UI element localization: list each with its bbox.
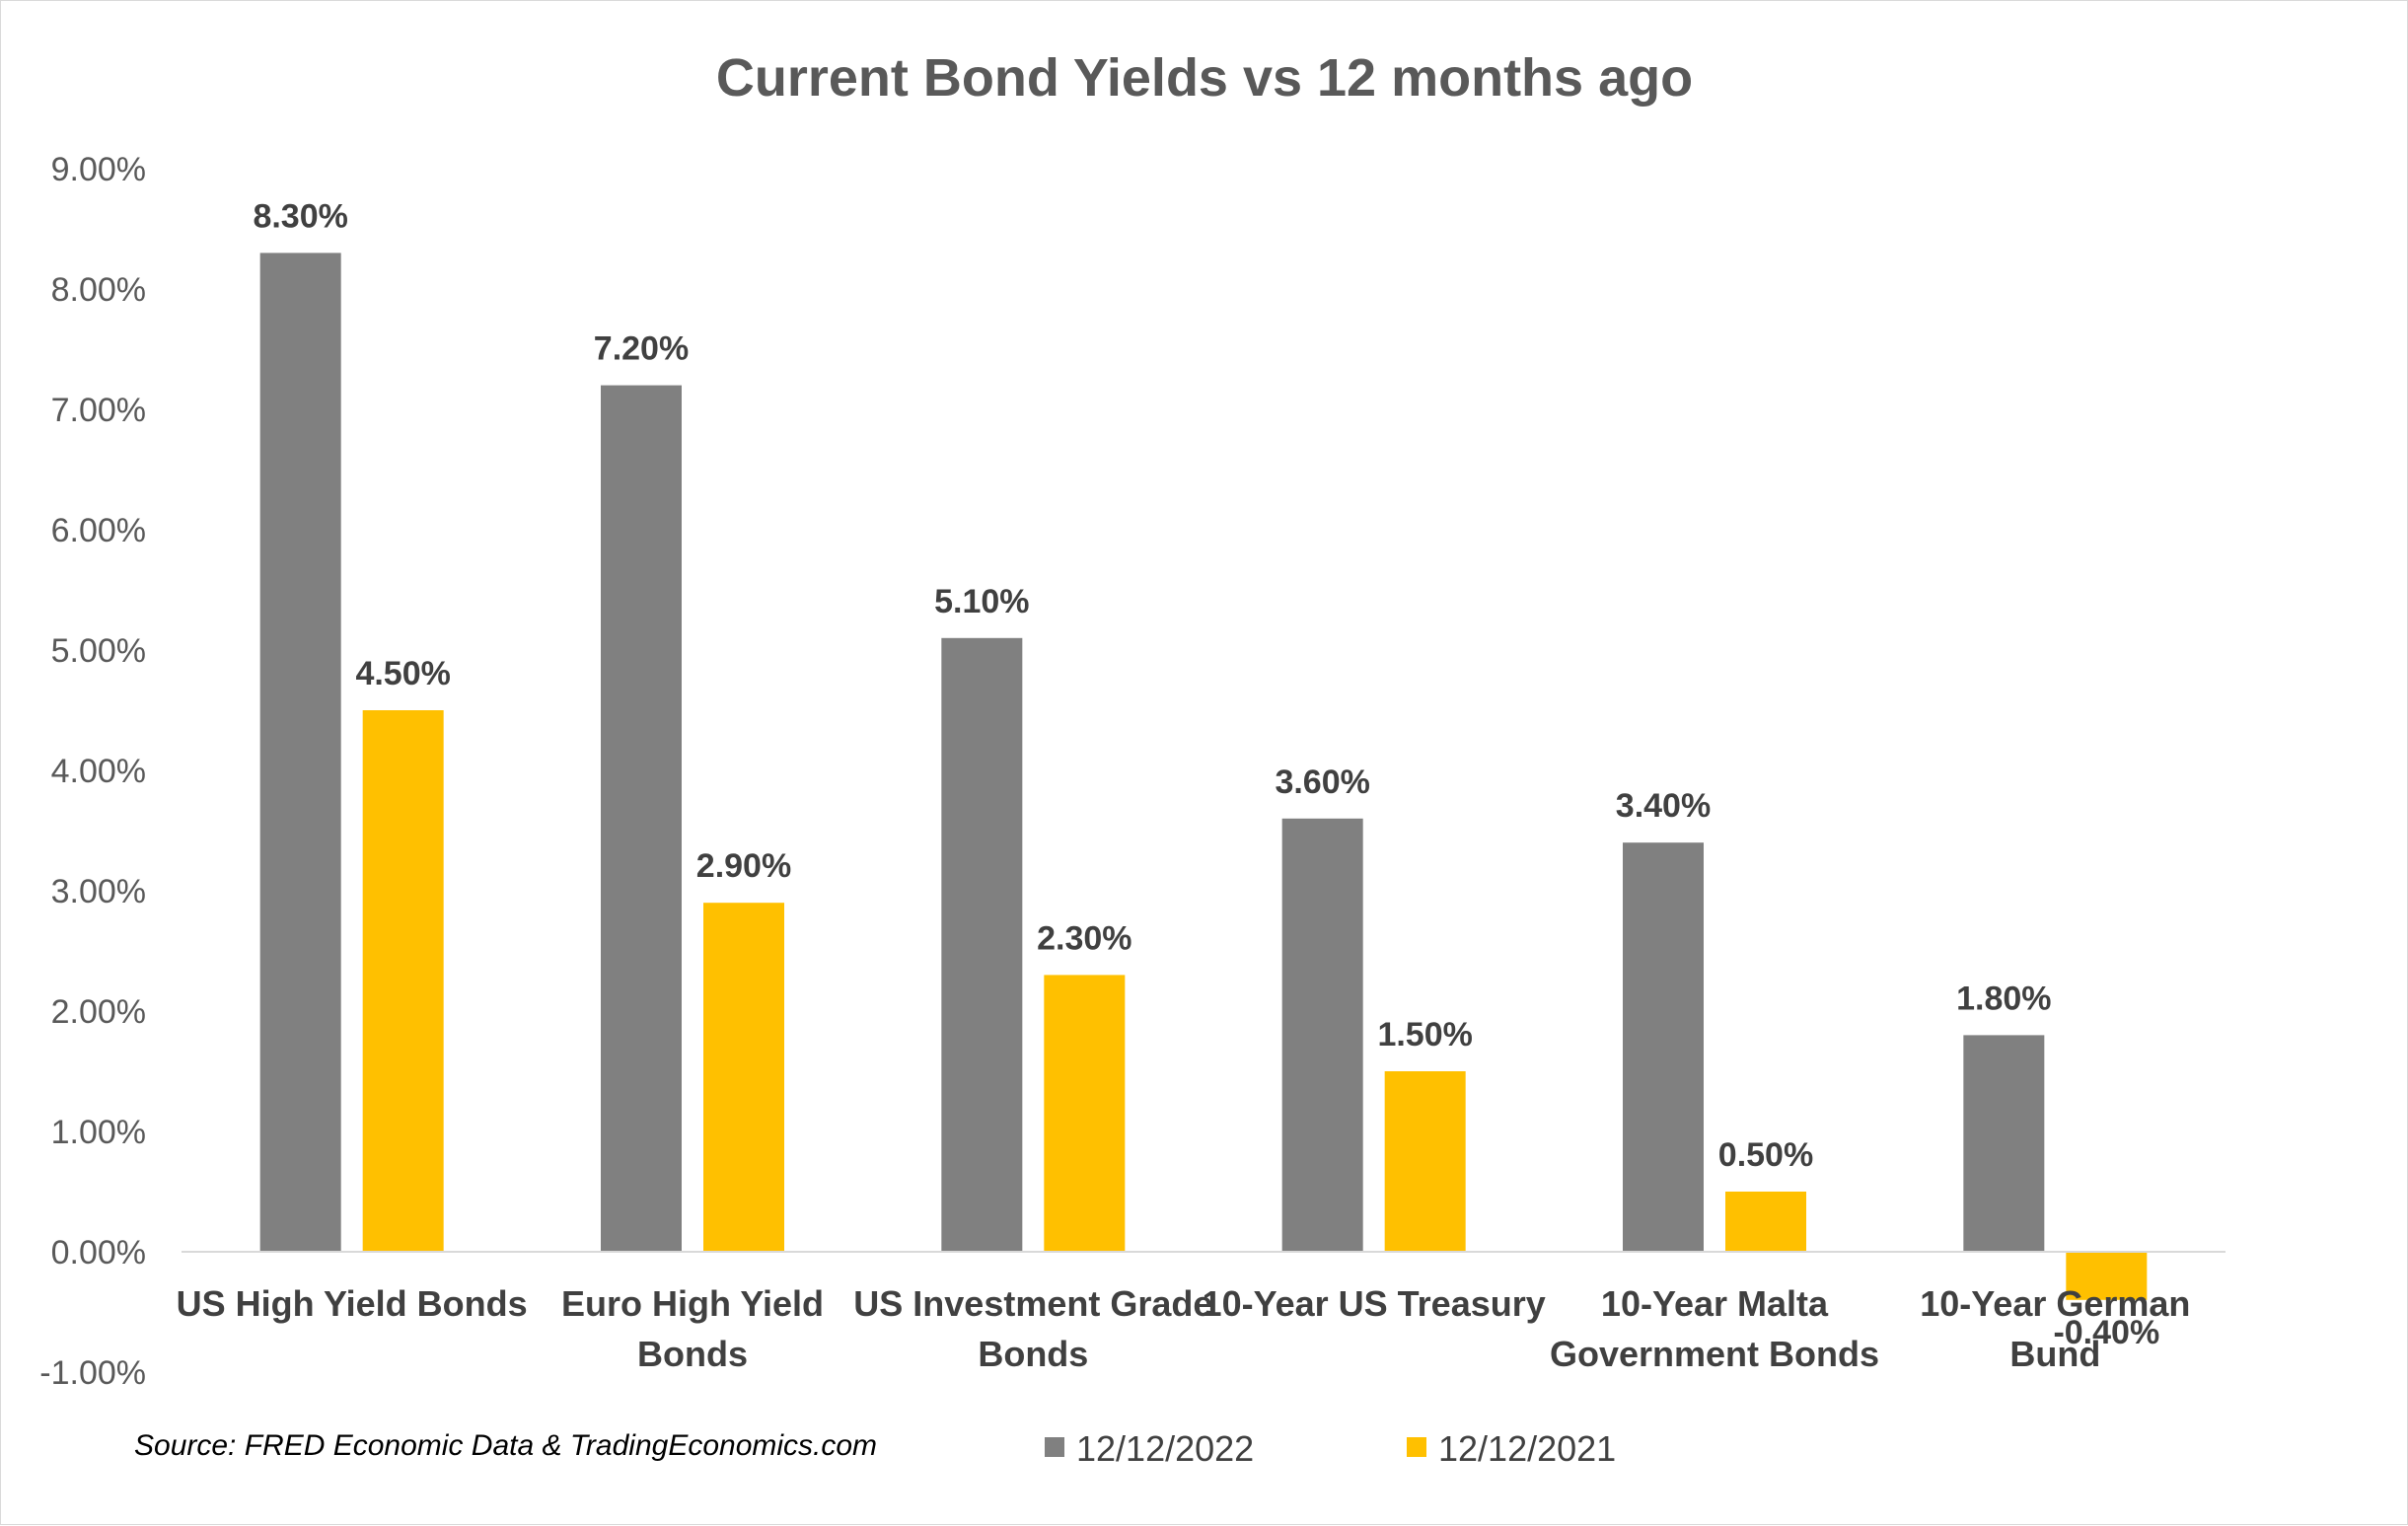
category-label: US High Yield Bonds	[177, 1283, 528, 1324]
category-label: Bund	[2009, 1334, 2100, 1374]
y-tick-label: 7.00%	[51, 392, 146, 429]
chart-title: Current Bond Yields vs 12 months ago	[716, 48, 1693, 108]
category-label: US Investment Grade	[853, 1283, 1212, 1324]
bar-year-ago	[2066, 1252, 2148, 1300]
category-label: Euro High Yield	[561, 1283, 824, 1324]
category-label: Bonds	[637, 1334, 748, 1374]
data-label: 1.80%	[1956, 980, 2051, 1017]
data-label: 8.30%	[253, 197, 347, 235]
data-label: 7.20%	[594, 330, 689, 368]
data-label: 1.50%	[1377, 1016, 1472, 1054]
legend: 12/12/2022 12/12/2021	[1045, 1428, 1616, 1469]
legend-label: 12/12/2022	[1076, 1428, 1254, 1469]
data-label: 2.30%	[1037, 919, 1131, 957]
bar-current	[1963, 1035, 2045, 1252]
bar-year-ago	[1725, 1192, 1806, 1252]
legend-swatch	[1407, 1437, 1426, 1457]
bar-year-ago	[1044, 975, 1126, 1252]
y-tick-label: 5.00%	[51, 632, 146, 670]
data-label: 4.50%	[355, 655, 450, 692]
category-label: 10-Year German	[1920, 1283, 2190, 1324]
y-tick-label: 8.00%	[51, 271, 146, 309]
source-note: Source: FRED Economic Data & TradingEcon…	[134, 1429, 877, 1462]
y-tick-label: 2.00%	[51, 993, 146, 1031]
y-tick-label: 3.00%	[51, 873, 146, 910]
y-tick-label: 4.00%	[51, 753, 146, 790]
y-axis: 9.00% 8.00% 7.00% 6.00% 5.00% 4.00% 3.00% 2.00%…	[39, 151, 146, 1392]
data-label: 3.40%	[1616, 787, 1711, 825]
data-label: -0.40%	[2053, 1314, 2159, 1351]
bar-current	[1281, 818, 1363, 1252]
data-label: 0.50%	[1718, 1136, 1813, 1174]
data-labels: 8.30% 7.20% 5.10% 3.60% 3.40% 1.80% 4.50% 2.90%…	[253, 197, 2159, 1350]
bar-year-ago	[703, 903, 784, 1252]
y-tick-label: -1.00%	[39, 1354, 146, 1392]
data-label: 2.90%	[696, 847, 791, 885]
y-tick-label: 9.00%	[51, 151, 146, 188]
category-label: 10-Year Malta	[1601, 1283, 1829, 1324]
bar-year-ago	[1384, 1071, 1466, 1252]
y-tick-label: 0.00%	[51, 1234, 146, 1272]
category-label: Government Bonds	[1550, 1334, 1879, 1374]
bars	[259, 253, 2148, 1300]
y-tick-label: 6.00%	[51, 512, 146, 549]
legend-swatch	[1045, 1437, 1064, 1457]
bar-current	[259, 253, 341, 1252]
bar-current	[1623, 842, 1704, 1252]
y-tick-label: 1.00%	[51, 1114, 146, 1151]
bar-current	[941, 637, 1023, 1252]
legend-label: 12/12/2021	[1438, 1428, 1616, 1469]
bar-current	[601, 385, 682, 1253]
category-label: Bonds	[978, 1334, 1088, 1374]
category-label: 10-Year US Treasury	[1203, 1283, 1546, 1324]
data-label: 3.60%	[1275, 763, 1369, 801]
data-label: 5.10%	[934, 583, 1029, 620]
bar-year-ago	[362, 710, 444, 1252]
category-labels: US High Yield Bonds Euro High Yield Bonds U…	[177, 1283, 2191, 1374]
